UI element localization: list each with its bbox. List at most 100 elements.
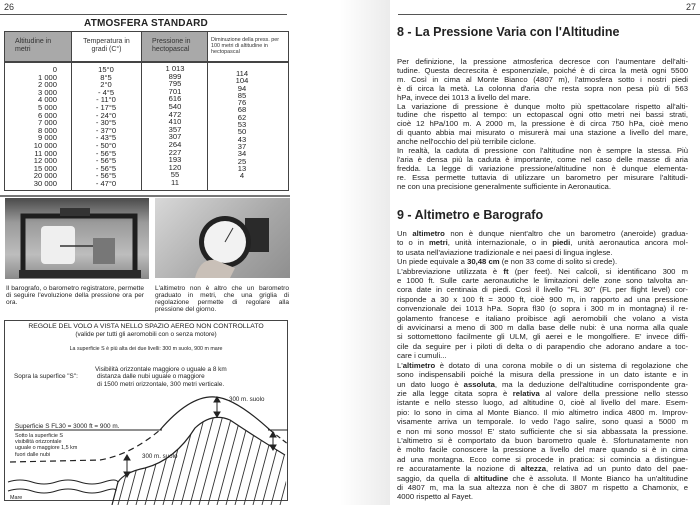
table-cell: 12 000 — [33, 156, 57, 166]
table-cell: 193 — [168, 155, 182, 165]
table-cell: - 4°5 — [97, 87, 115, 97]
table-cell: 15 000 — [33, 163, 57, 173]
table-cell: 4 000 — [37, 95, 57, 105]
bold-term: altitudine — [474, 473, 509, 483]
table-cell: - 47°0 — [95, 178, 117, 188]
table-cell: 7 000 — [37, 118, 57, 128]
text-segment: In realtà, la caduta di pressione con l'… — [397, 147, 688, 156]
text-segment: visamente arriva un temporale. Io vedo l… — [397, 417, 688, 427]
text-segment: re. Essa permette tuttavia di utilizzare… — [397, 173, 688, 182]
table-cell: 1 000 — [37, 72, 57, 82]
table-cell: 11 000 — [34, 148, 57, 158]
text-segment: to o in — [397, 238, 429, 248]
bold-term: altimetro — [402, 360, 436, 370]
table-cell: 120 — [168, 162, 182, 172]
text-segment: , unità internazionale, o in — [447, 238, 553, 248]
text-segment: (per feet). Nei calcoli, si identificano… — [508, 266, 688, 276]
header-decrease: Diminuzione della press. per 100 metri d… — [211, 37, 280, 55]
barograph-photo — [5, 198, 149, 279]
text-segment: La variazione di pressione è dunque molt… — [397, 102, 688, 111]
text-line: zie alla legge citata sopra è relativa a… — [397, 389, 688, 398]
text-line: visamente arriva un temporale. Io vedo l… — [397, 417, 688, 426]
suolo-label-top: 300 m. suolo — [229, 396, 265, 403]
text-segment: tudine che rispetto al tempo: un ectopas… — [397, 111, 688, 120]
below-line: Sotto la superficie S — [15, 433, 63, 439]
table-cell: 50 — [237, 127, 247, 137]
text-line: fredda. La legge di variazione pressione… — [397, 165, 688, 174]
diagram-title: REGOLE DEL VOLO A VISTA NELLO SPAZIO AER… — [28, 323, 264, 330]
above-line-2: distanza dalle nubi uguale o maggiore — [97, 373, 205, 380]
page-number-left: 26 — [4, 2, 15, 12]
table-cell: 15°0 — [98, 65, 114, 74]
section-8-body: Per definizione, la pressione atmosferic… — [397, 58, 688, 192]
header-rule-right — [398, 14, 700, 15]
text-segment: risponde a 30 x 100 ft = 3000 ft, cioè 9… — [397, 294, 688, 304]
text-segment: si sottomettono facilmente gli ULM, gli … — [397, 332, 688, 342]
table-cell: 53 — [237, 120, 247, 130]
table-cell: 11 — [171, 177, 179, 187]
text-line: Per definizione, la pressione atmosferic… — [397, 58, 688, 67]
col-divider — [141, 63, 142, 190]
table-cell: - 56°5 — [95, 148, 117, 158]
terrain-hatching — [112, 400, 292, 505]
bold-term: piedi — [552, 238, 571, 248]
text-line: e 1000 ft. Sulle carte aeronautiche le l… — [397, 276, 688, 285]
text-segment: convenzionale dei 1013 hPa. Sopra fl30 (… — [397, 304, 688, 314]
bold-term: relativa — [512, 388, 540, 398]
sea-label: Mare — [10, 495, 23, 501]
text-line: si sottomettono facilmente gli ULM, gli … — [397, 332, 688, 341]
text-segment: 4000 rispetto al Fayet. — [397, 492, 474, 502]
header-temperature: Temperatura in gradi (C°) — [72, 32, 142, 61]
table-cell: - 43°5 — [95, 133, 117, 143]
sea-waves — [7, 479, 119, 494]
dashed-limit-right — [269, 429, 289, 445]
text-line: anche nell'occhio del più terribile cicl… — [397, 138, 688, 147]
col-divider — [207, 63, 208, 190]
altimeter-icon — [195, 216, 269, 278]
text-line: Un piede equivale a 30,48 cm (e non 33 c… — [397, 257, 688, 266]
text-line: sono indispensabili poiché la misura del… — [397, 370, 688, 379]
table-cell: 472 — [168, 109, 182, 119]
text-segment: hPa, invece dei 1013 a livello del mare. — [397, 93, 531, 102]
below-surface-text: Sotto la superficie S visibilità orizzon… — [15, 433, 77, 458]
text-line: ne con una precisione generalmente suffi… — [397, 183, 688, 192]
below-line: visibilità orizzontale — [15, 439, 62, 446]
header-pressure: Pressione in hectopascal — [142, 32, 208, 61]
text-line: m. Così in cima al Monte Bianco (4807 m)… — [397, 76, 688, 85]
text-segment: cioè 12 hPa/100 m. A 2000 m, la pression… — [397, 120, 688, 129]
table-cell: 5 000 — [37, 102, 57, 112]
text-segment: anche nell'occhio del più terribile cicl… — [397, 138, 537, 147]
section-9-heading: 9 - Altimetro e Barografo — [397, 208, 544, 222]
text-line: un dato luogo è assoluta, ma la deduzion… — [397, 380, 688, 389]
table-cell: 701 — [168, 86, 182, 96]
text-segment: Per definizione, la pressione atmosferic… — [397, 58, 688, 66]
altimeter-caption: L'altimetro non è altro che un barometro… — [155, 285, 289, 313]
table-cell: 43 — [237, 134, 247, 144]
table-cell: - 50°0 — [95, 140, 117, 150]
text-line: di quanto abbia mai misurato o misurerà … — [397, 129, 688, 138]
hatch-line — [289, 400, 292, 505]
text-line: golamento francese e italiano proibisce … — [397, 314, 688, 323]
hatch-line — [225, 417, 255, 505]
text-line: cile da seguire per i piloti di delta o … — [397, 342, 688, 351]
table-cell: 114 — [235, 69, 249, 78]
table-cell: 357 — [168, 124, 182, 134]
text-segment: al valore della pressione nello stesso — [539, 388, 688, 398]
hatch-line — [189, 417, 219, 505]
text-segment: tudine. Questa decrescita è esponenziale… — [397, 66, 688, 75]
table-cell: 94 — [237, 83, 247, 93]
text-segment: di quanto abbia mai misurato o misurerà … — [397, 129, 688, 138]
above-line-3: di 1500 metri orizzontale, 300 metri ver… — [97, 381, 225, 388]
text-segment: L'abbreviazione utilizzata è — [397, 266, 504, 276]
table-cell: - 30°5 — [95, 118, 117, 128]
table-cell: 85 — [237, 90, 247, 100]
bold-term: altimetro — [412, 229, 445, 238]
text-segment: è molto facile conoscere la pressione a … — [397, 445, 688, 455]
text-segment: fredda. La legge di variazione pressione… — [397, 164, 688, 173]
hatch-line — [234, 417, 264, 505]
text-segment: m. Così in cima al Monte Bianco (4807 m)… — [397, 75, 688, 84]
text-segment: cora date in centinaia di piedi. Così il… — [397, 285, 688, 295]
text-line: cora date in centinaia di piedi. Così il… — [397, 285, 688, 294]
table-cell: 4 — [239, 171, 245, 181]
